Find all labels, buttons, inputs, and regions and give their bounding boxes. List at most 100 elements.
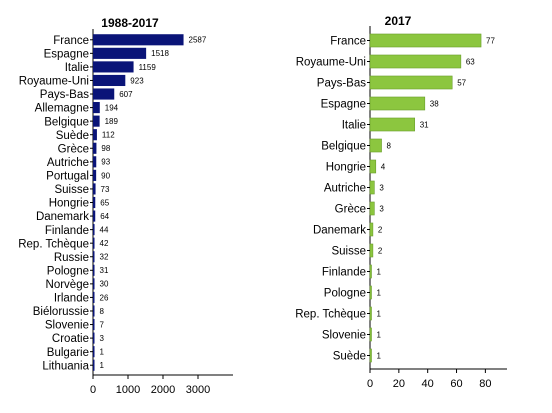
data-label-22: 3 <box>100 334 105 343</box>
data-label-13: 64 <box>100 212 109 221</box>
bar-20 <box>93 305 95 317</box>
bar-8 <box>369 201 375 216</box>
data-label-8: 98 <box>101 144 110 153</box>
data-label-17: 31 <box>100 266 109 275</box>
bar-1 <box>369 54 462 69</box>
data-label-12: 1 <box>377 288 382 297</box>
data-label-15: 42 <box>100 239 109 248</box>
data-label-2: 57 <box>457 78 466 87</box>
category-label-13: Rep. Tchèque <box>295 309 366 321</box>
data-label-14: 44 <box>100 226 109 235</box>
category-label-7: Autriche <box>324 183 366 195</box>
bar-14 <box>369 327 372 342</box>
category-label-24: Lithuania <box>42 360 89 372</box>
data-label-9: 93 <box>101 158 110 167</box>
category-label-22: Croatie <box>52 333 89 345</box>
bar-6 <box>369 159 377 174</box>
category-label-15: Rep. Tchèque <box>18 238 89 250</box>
category-label-1: Espagne <box>44 48 89 60</box>
category-label-5: Belgique <box>321 141 366 153</box>
data-label-3: 38 <box>430 99 439 108</box>
bar-12 <box>93 196 96 209</box>
bar-13 <box>369 306 372 321</box>
x-tick-label-0: 0 <box>90 384 96 396</box>
category-label-9: Autriche <box>47 157 89 169</box>
data-label-18: 30 <box>100 280 109 289</box>
category-label-3: Espagne <box>321 99 366 111</box>
bar-16 <box>93 251 95 263</box>
data-label-20: 8 <box>100 307 105 316</box>
category-label-17: Pologne <box>47 265 89 277</box>
category-label-3: Royaume-Uni <box>19 76 89 88</box>
data-label-7: 3 <box>379 183 384 192</box>
bar-13 <box>93 210 96 222</box>
category-label-15: Suède <box>333 351 366 363</box>
bar-19 <box>93 291 95 303</box>
category-label-2: Italie <box>65 62 89 74</box>
data-label-2: 1159 <box>139 63 157 72</box>
data-label-21: 7 <box>100 320 105 329</box>
data-label-1: 1518 <box>151 49 169 58</box>
data-label-4: 607 <box>119 90 133 99</box>
data-label-11: 1 <box>377 267 382 276</box>
data-label-23: 1 <box>100 348 105 357</box>
x-tick-label-3: 3000 <box>186 384 210 396</box>
data-label-13: 1 <box>377 309 382 318</box>
category-label-14: Slovenie <box>322 330 366 342</box>
data-label-6: 189 <box>105 117 119 126</box>
data-label-5: 8 <box>387 141 392 150</box>
bar-10 <box>93 169 97 181</box>
data-label-15: 1 <box>377 351 382 360</box>
data-label-24: 1 <box>100 361 105 370</box>
data-label-0: 77 <box>486 36 495 45</box>
x-tick-label-0: 0 <box>367 378 373 390</box>
data-label-19: 26 <box>100 293 109 302</box>
category-label-8: Grèce <box>335 204 366 216</box>
bar-2 <box>93 61 134 73</box>
bar-3 <box>369 96 426 111</box>
bar-15 <box>93 237 95 249</box>
category-label-18: Norvège <box>46 279 89 291</box>
bar-24 <box>93 359 95 371</box>
category-label-21: Slovenie <box>45 320 89 332</box>
x-tick-label-1: 20 <box>393 378 405 390</box>
category-label-10: Suisse <box>331 246 366 258</box>
data-label-1: 63 <box>466 57 475 66</box>
bar-5 <box>369 138 382 153</box>
category-label-5: Allemagne <box>35 103 89 115</box>
bar-21 <box>93 318 95 331</box>
category-label-0: France <box>53 35 89 47</box>
bar-2 <box>369 75 453 90</box>
data-label-4: 31 <box>420 120 429 129</box>
data-label-8: 3 <box>379 204 384 213</box>
bar-0 <box>93 34 184 46</box>
bar-10 <box>369 243 374 258</box>
bar-12 <box>369 285 372 300</box>
chart-title: 2017 <box>385 14 412 28</box>
chart-title: 1988-2017 <box>101 16 159 30</box>
bar-14 <box>93 224 95 236</box>
category-label-4: Italie <box>342 120 366 132</box>
category-label-20: Biélorussie <box>33 306 89 318</box>
bar-4 <box>93 88 115 100</box>
x-tick-label-2: 2000 <box>151 384 175 396</box>
category-label-4: Pays-Bas <box>40 89 89 101</box>
chart-1988-2017: 1988-2017 France 2587 Espagne 1518 Italie 115… <box>18 16 233 396</box>
data-label-5: 194 <box>105 103 119 112</box>
bar-5 <box>93 102 100 114</box>
bar-23 <box>93 346 95 358</box>
category-label-12: Hongrie <box>49 198 89 210</box>
bar-3 <box>93 74 126 87</box>
bar-11 <box>369 264 372 279</box>
bar-9 <box>93 156 97 168</box>
bar-1 <box>93 47 147 59</box>
category-label-6: Belgique <box>44 116 89 128</box>
category-label-16: Russie <box>54 252 89 264</box>
category-label-12: Pologne <box>324 288 366 300</box>
bar-17 <box>93 264 95 276</box>
data-label-12: 65 <box>100 198 109 207</box>
bar-18 <box>93 278 95 290</box>
data-label-0: 2587 <box>189 36 207 45</box>
data-label-3: 923 <box>130 76 144 85</box>
x-tick-label-1: 1000 <box>116 384 140 396</box>
